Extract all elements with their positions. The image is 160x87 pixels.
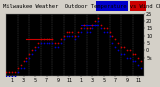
Point [65,31,68,33]
Point [25,57,28,58]
Point [137,57,140,58]
Point [8,75,11,76]
Point [128,57,131,58]
Point [54,42,56,44]
Point [111,35,114,36]
Point [120,46,122,47]
Point [125,50,128,51]
Point [105,31,108,33]
Point [48,39,51,40]
Point [31,50,33,51]
Point [117,42,120,44]
Point [80,31,82,33]
Point [8,71,11,73]
Point [51,39,54,40]
Point [100,24,102,25]
Point [5,71,8,73]
Point [137,64,140,66]
Point [120,53,122,55]
Point [11,71,13,73]
Point [131,53,134,55]
Point [94,24,96,25]
Point [34,50,36,51]
Point [42,42,45,44]
Point [88,31,91,33]
Point [5,75,8,76]
Point [108,35,111,36]
Point [37,46,39,47]
Point [62,39,65,40]
Point [51,42,54,44]
Point [97,21,99,22]
Point [105,28,108,29]
Text: Milwaukee Weather  Outdoor Temperature vs Wind Chill (24 Hours): Milwaukee Weather Outdoor Temperature vs… [3,4,160,9]
Point [68,35,71,36]
Point [97,17,99,18]
Point [57,46,59,47]
Point [111,42,114,44]
Point [74,35,76,36]
Point [88,28,91,29]
Point [83,24,85,25]
Point [108,31,111,33]
Point [91,28,94,29]
Point [114,39,117,40]
Point [80,28,82,29]
Point [125,57,128,58]
Point [77,35,79,36]
Point [14,71,16,73]
Point [20,64,22,66]
Point [140,68,142,69]
Point [28,57,31,58]
Point [22,68,25,69]
Point [123,46,125,47]
Point [114,46,117,47]
Point [134,60,137,62]
Point [60,39,62,40]
Bar [130,1,146,11]
Point [14,75,16,76]
Point [103,28,105,29]
Point [91,24,94,25]
Point [25,60,28,62]
Point [20,68,22,69]
Point [65,35,68,36]
Point [117,50,120,51]
Point [37,42,39,44]
Point [85,31,88,33]
Bar [96,1,128,11]
Point [60,42,62,44]
Point [54,46,56,47]
Point [28,53,31,55]
Point [11,75,13,76]
Point [40,42,42,44]
Point [45,39,48,40]
Point [45,42,48,44]
Point [71,31,74,33]
Point [85,28,88,29]
Point [71,35,74,36]
Point [134,53,137,55]
Point [83,28,85,29]
Point [103,31,105,33]
Point [22,60,25,62]
Point [94,21,96,22]
Point [57,42,59,44]
Point [17,68,19,69]
Point [48,42,51,44]
Point [77,31,79,33]
Point [42,39,45,40]
Point [123,53,125,55]
Point [40,39,42,40]
Point [17,71,19,73]
Point [74,39,76,40]
Point [62,35,65,36]
Point [131,60,134,62]
Point [68,31,71,33]
Point [128,50,131,51]
Point [34,46,36,47]
Point [140,60,142,62]
Point [100,28,102,29]
Point [31,53,33,55]
